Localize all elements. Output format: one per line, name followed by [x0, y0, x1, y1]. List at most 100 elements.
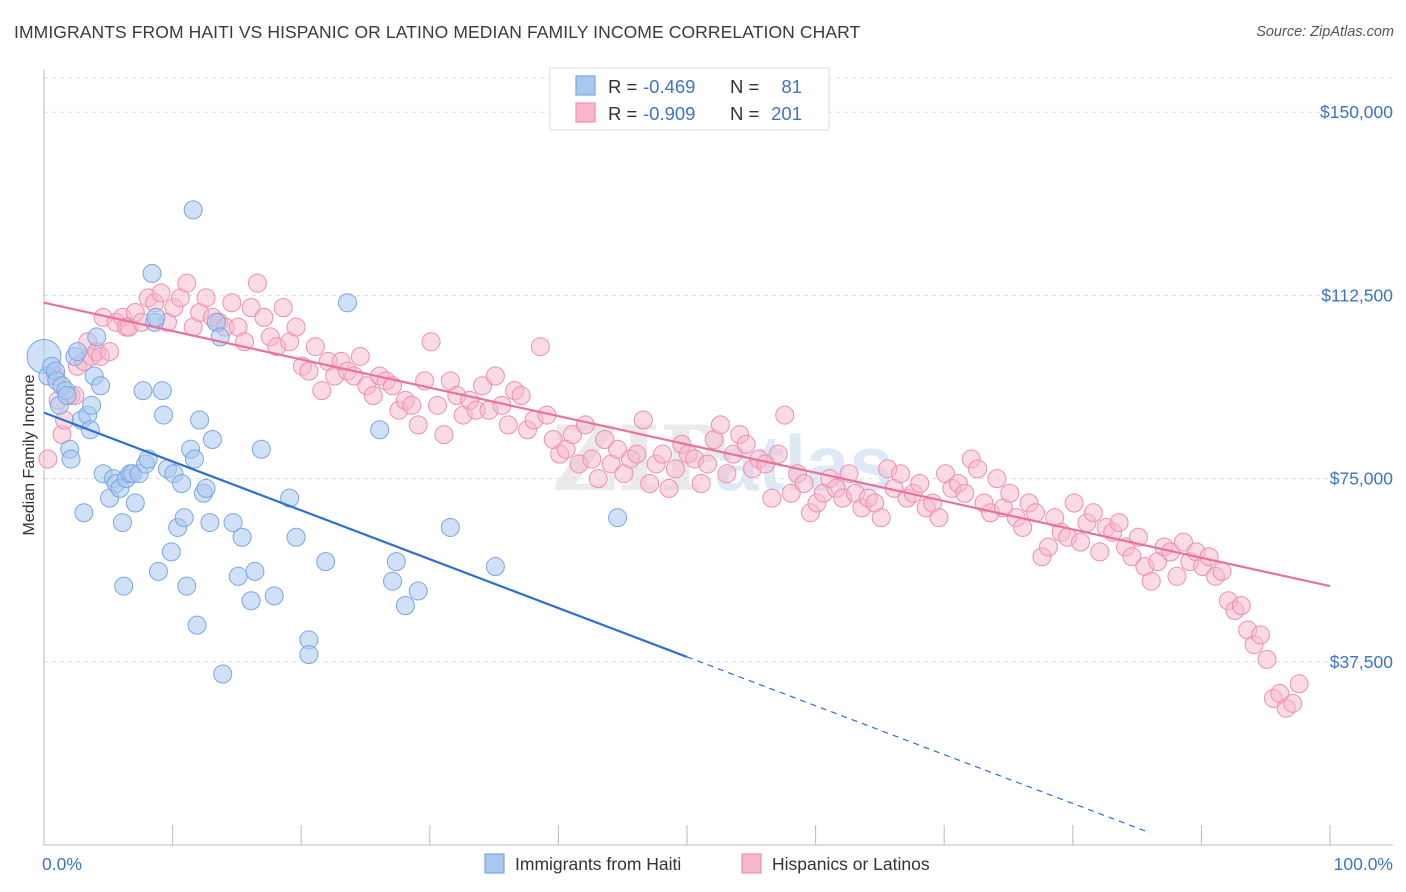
series-legend: Immigrants from Haiti Hispanics or Latin…: [484, 853, 930, 874]
data-point-haiti: [264, 586, 284, 606]
legend-swatch-hispanic: [575, 102, 596, 123]
y-tick-label: $112,500: [1321, 285, 1393, 305]
data-point-hispanic: [1064, 493, 1084, 513]
data-point-hispanic: [1071, 532, 1091, 552]
data-point-hispanic: [485, 366, 505, 386]
data-point-hispanic: [100, 342, 120, 362]
data-point-hispanic: [582, 449, 602, 469]
data-point-haiti: [61, 449, 81, 469]
data-point-hispanic: [286, 317, 306, 337]
data-point-haiti: [286, 527, 306, 547]
data-point-hispanic: [710, 415, 730, 435]
data-point-haiti: [183, 200, 203, 220]
data-point-haiti: [200, 513, 220, 533]
data-point-haiti: [213, 664, 233, 684]
data-point-hispanic: [653, 444, 673, 464]
data-point-haiti: [67, 342, 87, 362]
data-point-hispanic: [1083, 503, 1103, 523]
data-point-hispanic: [196, 288, 216, 308]
data-point-hispanic: [633, 410, 653, 430]
bottom-legend-label-hispanic: Hispanics or Latinos: [772, 854, 930, 874]
data-point-hispanic: [563, 425, 583, 445]
data-point-hispanic: [247, 273, 267, 293]
data-point-haiti: [245, 561, 265, 581]
data-point-hispanic: [659, 478, 679, 498]
data-point-haiti: [190, 410, 210, 430]
data-point-haiti: [114, 576, 134, 596]
data-point-hispanic: [1212, 561, 1232, 581]
data-point-hispanic: [1173, 532, 1193, 552]
data-point-hispanic: [1013, 517, 1033, 537]
data-point-hispanic: [987, 469, 1007, 489]
data-point-haiti: [184, 449, 204, 469]
data-point-hispanic: [305, 337, 325, 357]
data-point-haiti: [440, 517, 460, 537]
data-point-hispanic: [1199, 547, 1219, 567]
source-credit: Source: ZipAtlas.com: [1256, 24, 1394, 40]
data-point-haiti: [395, 596, 415, 616]
data-point-haiti: [370, 420, 390, 440]
legend-n-value-haiti: 81: [781, 76, 802, 97]
data-point-haiti: [161, 542, 181, 562]
data-point-hispanic: [871, 508, 891, 528]
data-point-haiti: [223, 513, 243, 533]
data-point-haiti: [172, 473, 192, 493]
trend-line-haiti: [43, 411, 688, 658]
data-point-haiti: [232, 527, 252, 547]
data-point-hispanic: [768, 444, 788, 464]
data-point-hispanic: [222, 293, 242, 313]
data-point-hispanic: [910, 473, 930, 493]
data-point-hispanic: [588, 469, 608, 489]
data-point-haiti: [408, 581, 428, 601]
y-tick-label: $75,000: [1330, 469, 1394, 489]
data-point-hispanic: [1289, 674, 1309, 694]
data-point-hispanic: [1128, 527, 1148, 547]
data-point-hispanic: [1109, 513, 1129, 533]
data-point-haiti: [148, 561, 168, 581]
data-point-haiti: [177, 576, 197, 596]
data-point-hispanic: [177, 273, 197, 293]
data-point-hispanic: [473, 376, 493, 396]
data-point-hispanic: [665, 459, 685, 479]
data-point-hispanic: [762, 488, 782, 508]
data-point-hispanic: [955, 483, 975, 503]
data-point-haiti: [299, 644, 319, 664]
data-point-hispanic: [1167, 566, 1187, 586]
data-point-hispanic: [794, 473, 814, 493]
data-point-hispanic: [312, 381, 332, 401]
data-point-hispanic: [595, 430, 615, 450]
data-point-haiti: [57, 386, 77, 406]
correlation-legend: R = -0.469 N = 81 R = -0.909 N = 201: [549, 67, 830, 131]
y-tick-label: $37,500: [1330, 652, 1394, 672]
legend-n-label-haiti: N =: [730, 76, 759, 97]
data-point-haiti: [125, 493, 145, 513]
data-point-haiti: [485, 557, 505, 577]
data-point-haiti: [142, 263, 162, 283]
data-point-hispanic: [254, 307, 274, 327]
data-point-hispanic: [350, 346, 370, 366]
data-point-hispanic: [498, 415, 518, 435]
data-point-hispanic: [402, 395, 422, 415]
data-point-haiti: [196, 478, 216, 498]
data-point-haiti: [386, 552, 406, 572]
data-point-hispanic: [890, 464, 910, 484]
legend-r-label-haiti: R =: [608, 76, 637, 97]
data-point-hispanic: [736, 434, 756, 454]
data-point-hispanic: [1000, 483, 1020, 503]
data-point-haiti: [202, 430, 222, 450]
y-tick-label: $150,000: [1320, 102, 1393, 122]
data-point-hispanic: [1231, 596, 1251, 616]
x-tick-label-min: 0.0%: [42, 854, 82, 874]
data-point-haiti: [133, 381, 153, 401]
data-point-hispanic: [775, 405, 795, 425]
trend-lines: [43, 301, 1331, 834]
data-point-hispanic: [1038, 537, 1058, 557]
y-tick-labels: $37,500 $75,000 $112,500 $150,000: [1320, 102, 1393, 672]
data-point-hispanic: [691, 473, 711, 493]
data-point-haiti: [152, 381, 172, 401]
data-point-haiti: [251, 439, 271, 459]
data-point-hispanic: [428, 395, 448, 415]
data-point-hispanic: [1122, 547, 1142, 567]
data-point-hispanic: [1251, 625, 1271, 645]
